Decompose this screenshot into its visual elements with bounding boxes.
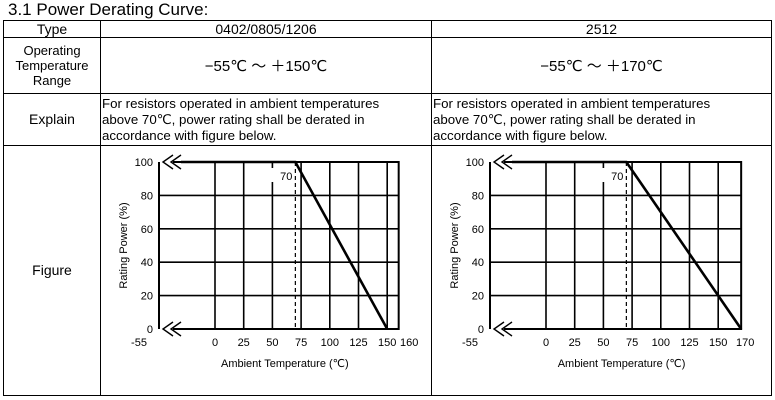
type-label: Type xyxy=(3,20,101,38)
explain-row: Explain For resistors operated in ambien… xyxy=(3,93,772,146)
x-tick-label: 25 xyxy=(569,337,581,349)
break-arrow-icon xyxy=(492,153,513,170)
chart-grid xyxy=(489,160,743,330)
y-tick-label: 40 xyxy=(472,257,484,269)
marker-label-70: 70 xyxy=(611,171,623,183)
temperature-label: Operating Temperature Range xyxy=(3,37,101,94)
plot-frame xyxy=(158,160,400,330)
y-tick-label: 100 xyxy=(466,157,484,169)
y-tick-label: 0 xyxy=(478,324,484,336)
type-row: Type 0402/0805/1206 2512 xyxy=(3,20,772,38)
explain-text-col2: For resistors operated in ambient temper… xyxy=(431,93,772,146)
x-tick-label: 125 xyxy=(680,337,698,349)
derating-spec-table: Type 0402/0805/1206 2512 Operating Tempe… xyxy=(3,20,772,396)
plot-frame xyxy=(489,160,743,330)
chart-grid xyxy=(158,160,400,330)
x-tick-label: 0 xyxy=(543,337,549,349)
type-value-col2: 2512 xyxy=(431,20,772,38)
temperature-range-col1: −55℃ ～ ＋150℃ xyxy=(100,37,432,94)
arrow-bg xyxy=(158,320,180,337)
marker-label-bg xyxy=(271,167,294,182)
y-tick-label: 20 xyxy=(141,290,153,302)
explain-line: above 70℃, power rating shall be derated… xyxy=(102,111,365,127)
marker-label-70: 70 xyxy=(280,171,292,183)
explain-label: Explain xyxy=(3,93,101,146)
figure-label: Figure xyxy=(3,145,101,396)
x-tick-label: 75 xyxy=(626,337,638,349)
temperature-label-line: Operating xyxy=(23,43,81,58)
x-tick-label: 75 xyxy=(295,337,307,349)
type-value-col1: 0402/0805/1206 xyxy=(100,20,432,38)
temperature-label-line: Temperature xyxy=(15,58,89,73)
arrow-bg xyxy=(158,153,180,170)
y-tick-label: 20 xyxy=(472,290,484,302)
temperature-row: Operating Temperature Range −55℃ ～ ＋150℃… xyxy=(3,37,772,94)
break-arrow-icon xyxy=(161,320,182,337)
x-tick-label: 50 xyxy=(597,337,609,349)
figure-cell-col1: 70 0 20 40 60 80 100 -55 0 25 50 75 100 125 150 160 Ambi… xyxy=(100,145,432,396)
y-axis-title: Rating Power (%) xyxy=(449,202,461,288)
explain-line: above 70℃, power rating shall be derated… xyxy=(433,111,696,127)
y-tick-label: 60 xyxy=(472,223,484,235)
derating-curve xyxy=(512,160,743,330)
figure-cell-col2: 70 0 20 40 60 80 100 -55 0 25 50 75 100 125 150 170 Ambi… xyxy=(431,145,772,396)
arrow-bg xyxy=(489,320,511,337)
x-tick-label: 170 xyxy=(736,337,754,349)
y-tick-label: 0 xyxy=(147,324,153,336)
temperature-label-line: Range xyxy=(32,73,72,88)
x-tick-label: 0 xyxy=(212,337,218,349)
y-tick-label: 80 xyxy=(141,190,153,202)
y-axis-title: Rating Power (%) xyxy=(118,202,130,288)
break-arrow-icon xyxy=(161,153,182,170)
section-heading: 3.1 Power Derating Curve: xyxy=(8,0,209,19)
x-tick-label: 25 xyxy=(238,337,250,349)
temperature-range-col2: −55℃ ～ ＋170℃ xyxy=(431,37,772,94)
arrow-bg xyxy=(489,153,511,170)
explain-line: For resistors operated in ambient temper… xyxy=(433,95,711,111)
y-tick-label: 100 xyxy=(135,157,153,169)
x-tick-label: 100 xyxy=(321,337,339,349)
x-tick-label: 150 xyxy=(378,337,396,349)
x-tick-label: -55 xyxy=(462,337,478,349)
explain-text-col1: For resistors operated in ambient temper… xyxy=(100,93,432,146)
x-tick-label: 160 xyxy=(400,337,418,349)
explain-line: accordance with figure below. xyxy=(433,127,608,143)
x-axis-title: Ambient Temperature (℃) xyxy=(221,358,349,370)
x-axis-title: Ambient Temperature (℃) xyxy=(558,358,686,370)
y-tick-label: 40 xyxy=(141,257,153,269)
explain-line: For resistors operated in ambient temper… xyxy=(102,95,380,111)
x-tick-label: 100 xyxy=(652,337,670,349)
figure-row: Figure 70 0 20 40 60 80 100 -55 0 25 50 75 100 125 150… xyxy=(3,145,772,396)
y-tick-label: 60 xyxy=(141,223,153,235)
x-tick-label: 50 xyxy=(266,337,278,349)
x-tick-label: 125 xyxy=(349,337,367,349)
x-tick-label: 150 xyxy=(709,337,727,349)
y-tick-label: 80 xyxy=(472,190,484,202)
derating-curve xyxy=(181,160,389,330)
explain-line: accordance with figure below. xyxy=(102,127,277,143)
break-arrow-icon xyxy=(492,320,513,337)
x-tick-label: -55 xyxy=(131,337,147,349)
marker-label-bg xyxy=(602,167,625,182)
